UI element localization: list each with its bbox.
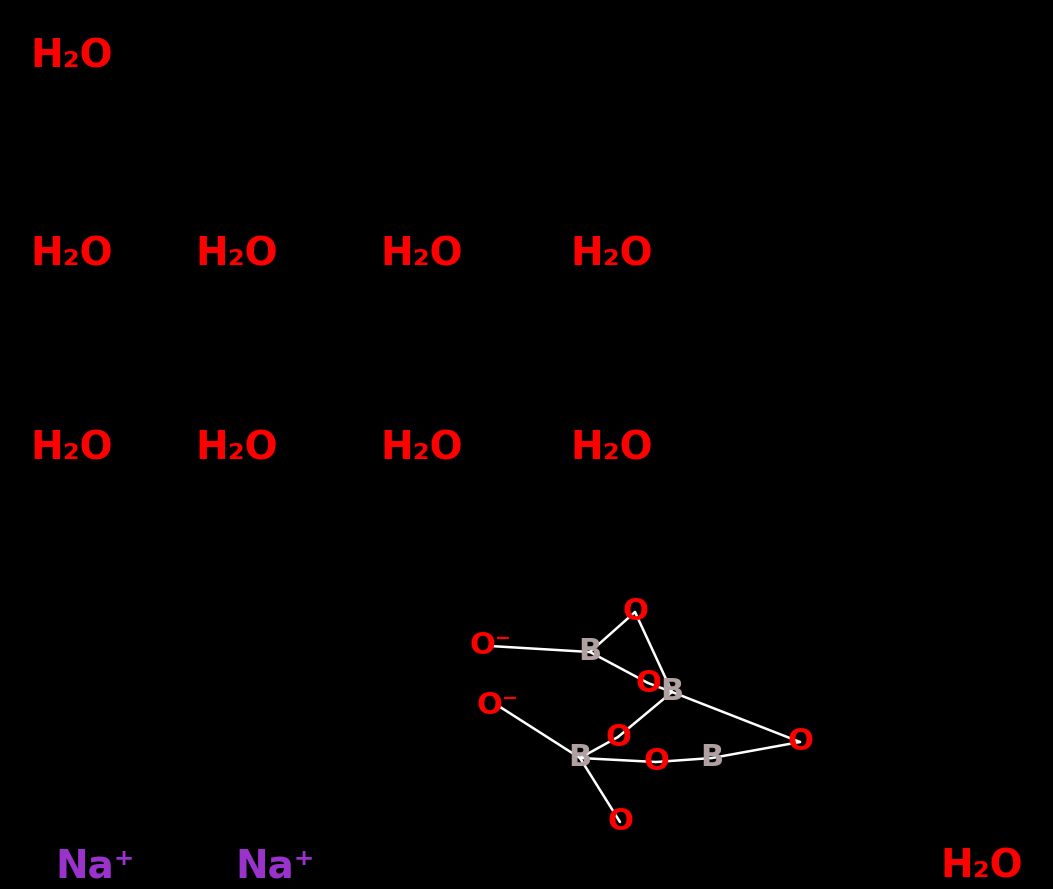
Text: O: O — [622, 597, 648, 627]
Text: O: O — [635, 669, 661, 698]
Text: B: B — [578, 637, 601, 667]
Text: H₂O: H₂O — [29, 235, 113, 273]
Text: H₂O: H₂O — [570, 235, 653, 273]
Text: O: O — [608, 807, 633, 837]
Text: H₂O: H₂O — [195, 235, 278, 273]
Text: H₂O: H₂O — [570, 430, 653, 468]
Text: O: O — [605, 723, 631, 751]
Text: H₂O: H₂O — [380, 235, 462, 273]
Text: O⁻: O⁻ — [476, 691, 518, 719]
Text: H₂O: H₂O — [380, 430, 462, 468]
Text: B: B — [660, 677, 683, 707]
Text: H₂O: H₂O — [29, 38, 113, 76]
Text: B: B — [700, 743, 723, 773]
Text: H₂O: H₂O — [29, 430, 113, 468]
Text: B: B — [569, 743, 592, 773]
Text: Na⁺: Na⁺ — [55, 847, 135, 885]
Text: H₂O: H₂O — [195, 430, 278, 468]
Text: O⁻: O⁻ — [469, 631, 511, 661]
Text: O: O — [643, 748, 669, 776]
Text: Na⁺: Na⁺ — [235, 847, 315, 885]
Text: O: O — [787, 727, 813, 757]
Text: H₂O: H₂O — [940, 848, 1022, 886]
